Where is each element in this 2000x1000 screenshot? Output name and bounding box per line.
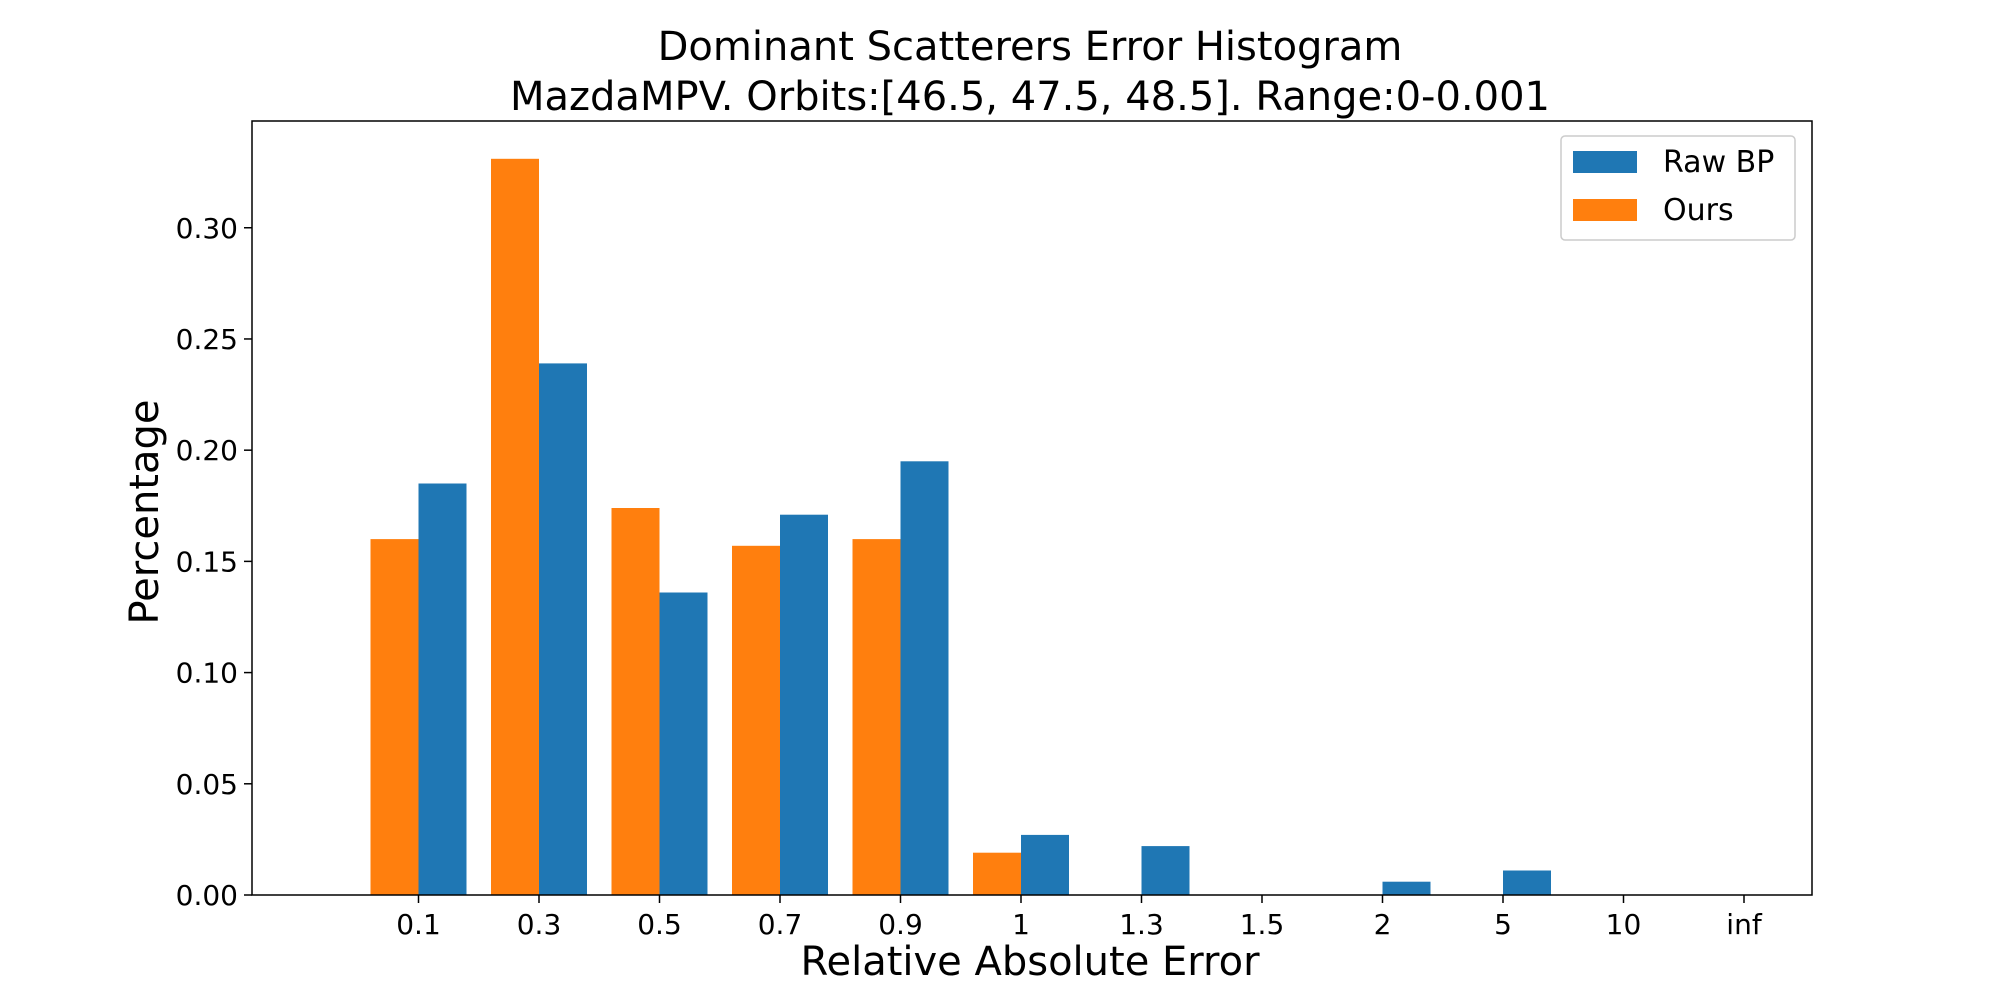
y-tick-label: 0.10 <box>176 657 238 690</box>
bar-ours-4 <box>852 539 901 895</box>
bar-ours-2 <box>611 508 660 895</box>
x-tick-label: 1.5 <box>1240 908 1285 941</box>
x-tick-label: 0.9 <box>878 908 923 941</box>
x-tick-label: 0.5 <box>637 908 682 941</box>
y-tick-label: 0.30 <box>176 212 238 245</box>
bar-raw-bp-8 <box>1382 881 1431 895</box>
legend-label-ours: Ours <box>1663 193 1734 228</box>
x-tick-label: 10 <box>1606 908 1642 941</box>
bar-raw-bp-2 <box>659 592 708 895</box>
legend-swatch-raw-bp <box>1573 151 1637 173</box>
y-tick-label: 0.05 <box>176 768 238 801</box>
y-tick-label: 0.20 <box>176 434 238 467</box>
x-tick-label: 1.3 <box>1119 908 1164 941</box>
y-tick-label: 0.00 <box>176 879 238 912</box>
y-tick-label: 0.25 <box>176 323 238 356</box>
x-tick-label: inf <box>1726 908 1763 941</box>
x-tick-label: 5 <box>1494 908 1512 941</box>
bar-raw-bp-6 <box>1141 846 1190 895</box>
bar-raw-bp-4 <box>900 461 949 895</box>
x-axis-label: Relative Absolute Error <box>800 939 1260 985</box>
y-axis-ticks: 0.00 0.05 0.10 0.15 0.20 0.25 0.30 <box>176 212 252 912</box>
bar-raw-bp-3 <box>780 514 828 895</box>
bar-ours-5 <box>973 852 1021 895</box>
y-axis-label: Percentage <box>122 399 168 624</box>
y-tick-label: 0.15 <box>176 545 238 578</box>
bar-ours-0 <box>370 539 419 895</box>
x-tick-label: 1 <box>1012 908 1030 941</box>
x-axis-ticks: 0.1 0.3 0.5 0.7 0.9 1 1.3 1.5 2 5 10 inf <box>396 895 1763 941</box>
x-tick-label: 0.1 <box>396 908 441 941</box>
bar-ours-1 <box>491 158 539 896</box>
chart-subtitle: MazdaMPV. Orbits:[46.5, 47.5, 48.5]. Ran… <box>510 74 1550 120</box>
x-tick-label: 0.7 <box>758 908 803 941</box>
bar-raw-bp-0 <box>418 483 467 895</box>
bars-group <box>370 158 1551 896</box>
x-tick-label: 2 <box>1374 908 1392 941</box>
bar-raw-bp-1 <box>539 363 587 895</box>
bar-raw-bp-9 <box>1503 870 1551 895</box>
legend-label-raw-bp: Raw BP <box>1663 145 1774 180</box>
chart-title: Dominant Scatterers Error Histogram <box>658 24 1403 70</box>
legend: Raw BP Ours <box>1560 135 1796 241</box>
x-tick-label: 0.3 <box>517 908 562 941</box>
plot-frame <box>251 120 1813 896</box>
bar-raw-bp-5 <box>1021 834 1069 895</box>
legend-swatch-ours <box>1573 199 1637 221</box>
bar-ours-3 <box>732 545 780 895</box>
